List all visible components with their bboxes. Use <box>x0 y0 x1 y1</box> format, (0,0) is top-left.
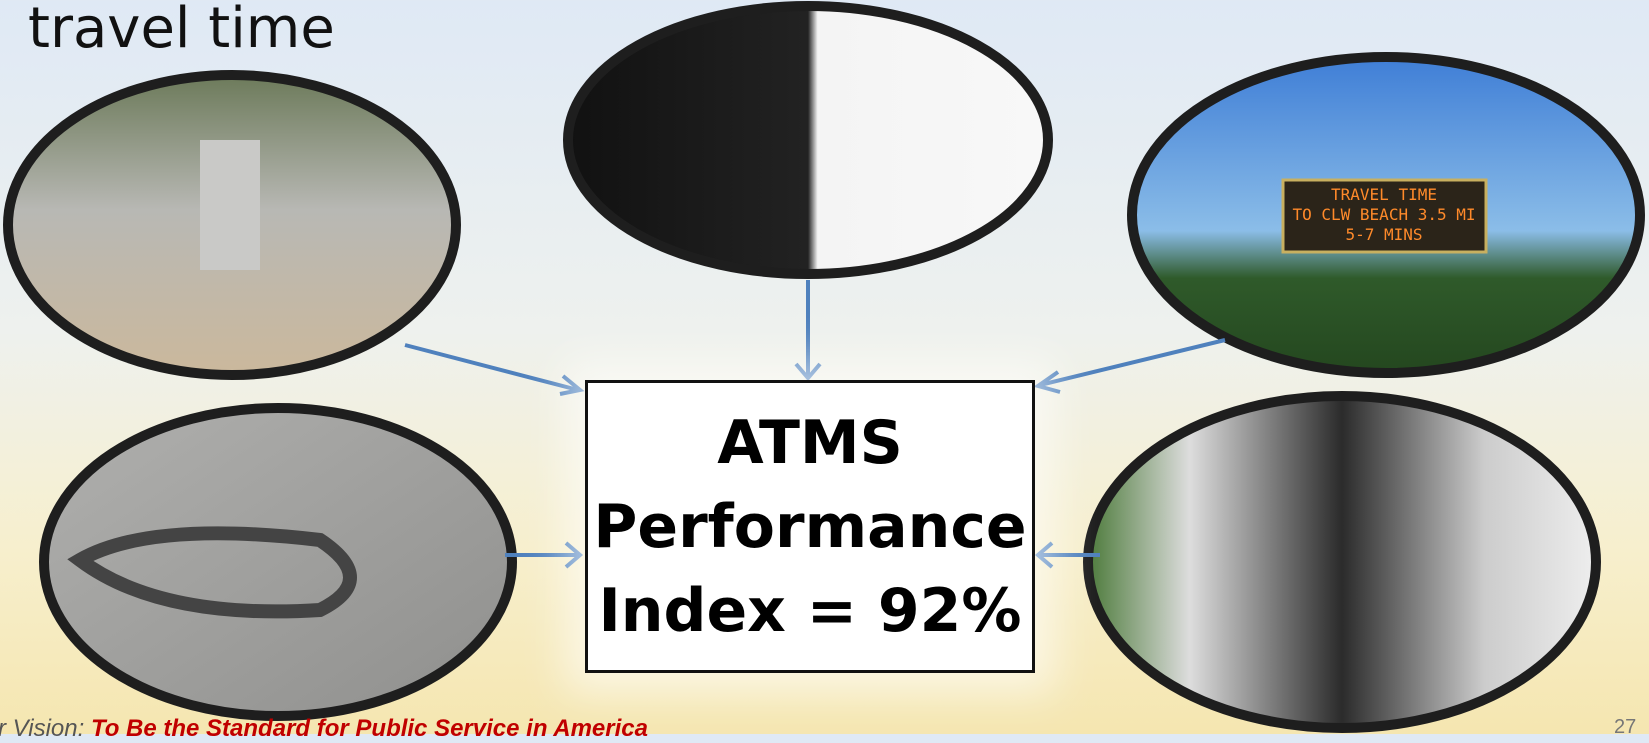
cabinet-shape <box>200 140 260 270</box>
photo-loop <box>44 408 512 716</box>
slide: TRAVEL TIME TO CLW BEACH 3.5 MI 5-7 MINS… <box>0 0 1649 734</box>
page-number: 27 <box>1614 716 1636 739</box>
slide-title: travel time <box>28 0 335 61</box>
footer-prefix: r Vision: <box>0 715 84 742</box>
sign-line: 5-7 MINS <box>1345 225 1422 244</box>
sign-line: TO CLW BEACH 3.5 MI <box>1292 205 1475 224</box>
box-line: ATMS <box>717 401 903 485</box>
vms-sign: TRAVEL TIME TO CLW BEACH 3.5 MI 5-7 MINS <box>1283 180 1486 252</box>
arrow <box>405 345 578 390</box>
box-line: Index = 92% <box>598 569 1021 653</box>
arrow <box>1040 340 1225 385</box>
center-box: ATMS Performance Index = 92% <box>585 380 1035 673</box>
photo-software <box>568 6 1048 274</box>
footer: r Vision: To Be the Standard for Public … <box>0 715 648 743</box>
footer-motto: To Be the Standard for Public Service in… <box>91 715 648 742</box>
box-line: Performance <box>593 485 1026 569</box>
sign-line: TRAVEL TIME <box>1331 185 1437 204</box>
photo-controller <box>1088 396 1596 728</box>
